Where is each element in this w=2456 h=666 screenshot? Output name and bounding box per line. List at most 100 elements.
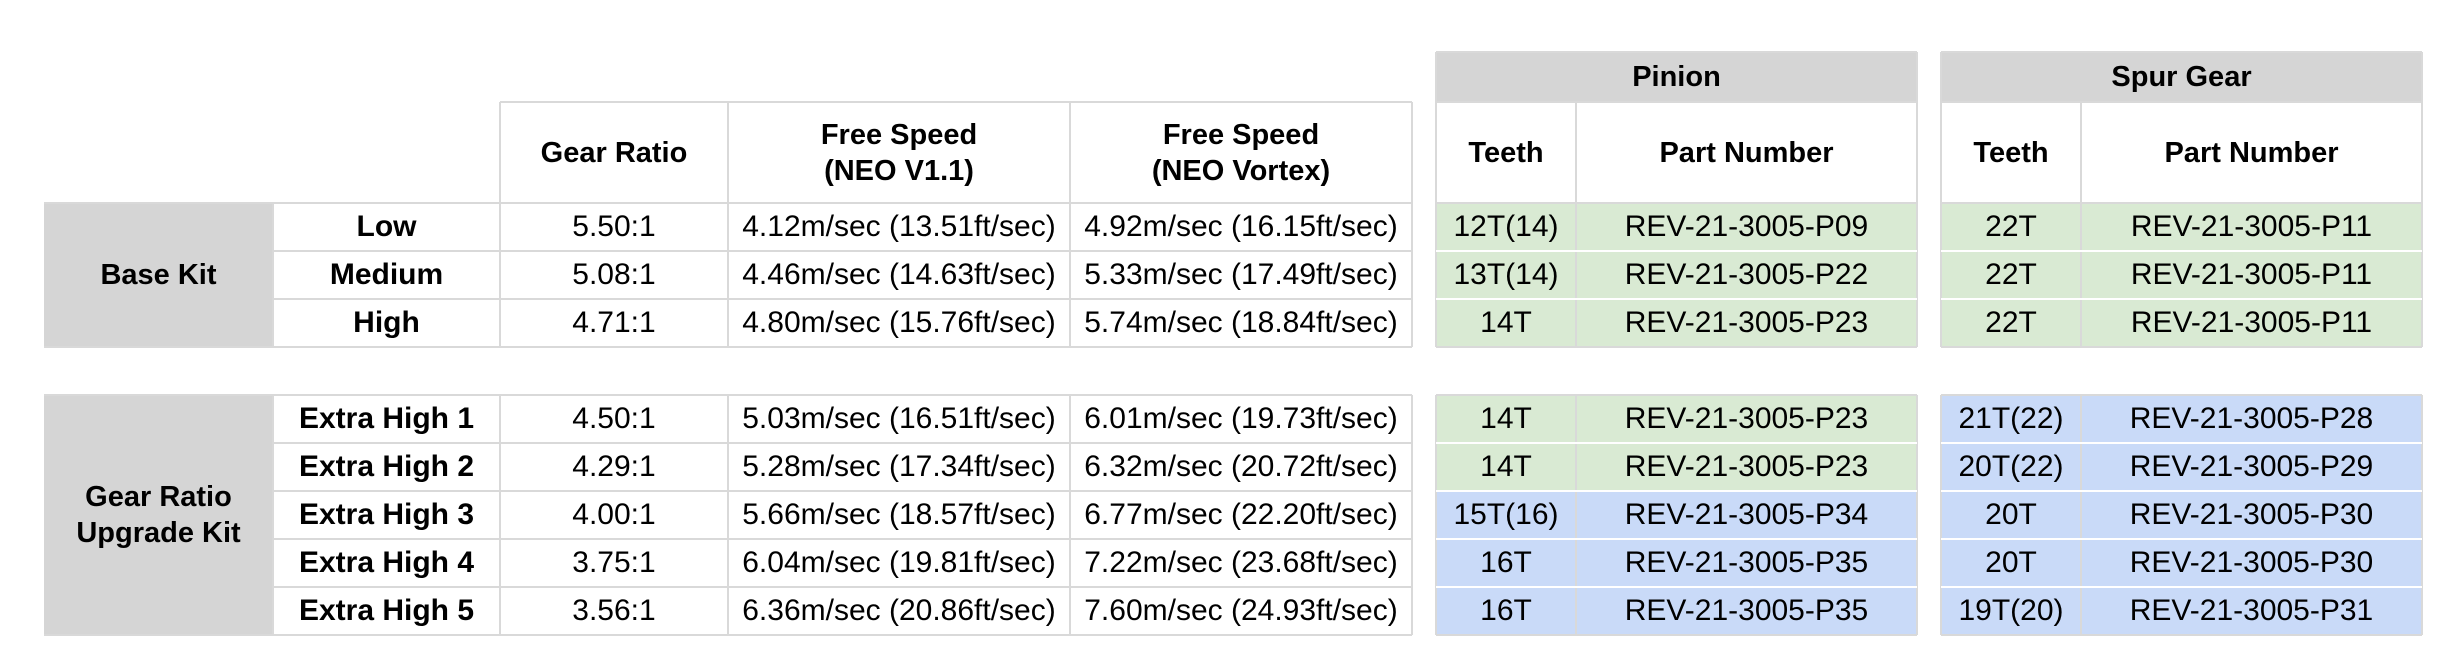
grid-line xyxy=(1941,346,2422,348)
grid-line xyxy=(1436,538,1917,540)
free-speed-v11-value: 5.66m/sec (18.57ft/sec) xyxy=(742,498,1056,531)
grid-line xyxy=(1436,586,1917,588)
free-speed-v11-value: 4.80m/sec (15.76ft/sec) xyxy=(742,306,1056,339)
grid-line xyxy=(1941,101,2422,103)
spur-teeth-value: 20T(22) xyxy=(1941,443,2081,491)
free-speed-vortex-value: 6.01m/sec (19.73ft/sec) xyxy=(1084,402,1398,435)
grid-line xyxy=(1916,52,1918,347)
free-speed-v11-value: 6.04m/sec (19.81ft/sec) xyxy=(742,546,1056,579)
row-name: Extra High 4 xyxy=(298,546,475,579)
grid-line xyxy=(727,395,729,635)
row-name: Extra High 3 xyxy=(298,498,475,531)
grid-line xyxy=(1436,346,1917,348)
grid-line xyxy=(2421,52,2423,347)
gear-ratio-value: 3.56:1 xyxy=(572,594,656,627)
grid-line xyxy=(1941,442,2422,444)
pinion-teeth-value: 14T xyxy=(1436,299,1576,347)
grid-line xyxy=(1436,202,1917,204)
free-speed-v11-value: 5.03m/sec (16.51ft/sec) xyxy=(742,402,1056,435)
pinion-part-value: REV-21-3005-P35 xyxy=(1576,539,1917,587)
spur-teeth-value: 22T xyxy=(1941,251,2081,299)
grid-line xyxy=(1940,395,1942,635)
pinion-teeth-value: 12T(14) xyxy=(1436,203,1576,251)
pinion-part-value: REV-21-3005-P22 xyxy=(1576,251,1917,299)
free-speed-vortex-value: 5.33m/sec (17.49ft/sec) xyxy=(1084,258,1398,291)
spur-part-header: Part Number xyxy=(2164,136,2339,169)
pinion-teeth-header: Teeth xyxy=(1468,136,1544,169)
spur-part-value: REV-21-3005-P28 xyxy=(2081,395,2422,443)
spur-teeth-value: 22T xyxy=(1941,203,2081,251)
spur-part-value: REV-21-3005-P11 xyxy=(2081,203,2422,251)
pinion-teeth-value: 16T xyxy=(1436,539,1576,587)
pinion-teeth-value: 14T xyxy=(1436,443,1576,491)
grid-line xyxy=(1941,298,2422,300)
free-speed-v11-value: 6.36m/sec (20.86ft/sec) xyxy=(742,594,1056,627)
free-speed-v11-value: 4.46m/sec (14.63ft/sec) xyxy=(742,258,1056,291)
pinion-part-value: REV-21-3005-P34 xyxy=(1576,491,1917,539)
pinion-part-value: REV-21-3005-P23 xyxy=(1576,395,1917,443)
gear-ratio-value: 4.71:1 xyxy=(572,306,656,339)
spur-teeth-value: 21T(22) xyxy=(1941,395,2081,443)
pinion-teeth-value: 13T(14) xyxy=(1436,251,1576,299)
spur-teeth-value: 22T xyxy=(1941,299,2081,347)
grid-line xyxy=(1435,52,1437,347)
grid-line xyxy=(1941,51,2422,53)
grid-line xyxy=(1916,395,1918,635)
free-speed-v11-value: 4.12m/sec (13.51ft/sec) xyxy=(742,210,1056,243)
pinion-part-value: REV-21-3005-P23 xyxy=(1576,299,1917,347)
pinion-teeth-value: 16T xyxy=(1436,587,1576,635)
grid-line xyxy=(272,395,274,635)
row-name: Extra High 2 xyxy=(298,450,475,483)
grid-line xyxy=(44,634,1412,636)
grid-line xyxy=(1436,101,1917,103)
grid-line xyxy=(499,102,501,347)
row-name: Low xyxy=(356,210,417,243)
spur-teeth-value: 20T xyxy=(1941,539,2081,587)
grid-line xyxy=(1941,202,2422,204)
free-speed-vortex-value: 6.77m/sec (22.20ft/sec) xyxy=(1084,498,1398,531)
free-speed-vortex-value: 6.32m/sec (20.72ft/sec) xyxy=(1084,450,1398,483)
row-name: Extra High 5 xyxy=(298,594,475,627)
pinion-part-value: REV-21-3005-P35 xyxy=(1576,587,1917,635)
spur-teeth-value: 20T xyxy=(1941,491,2081,539)
grid-line xyxy=(500,101,1412,103)
gear-ratio-value: 4.29:1 xyxy=(572,450,656,483)
spur-teeth-header: Teeth xyxy=(1973,136,2049,169)
grid-line xyxy=(273,442,1412,444)
grid-line xyxy=(273,298,1412,300)
spur-part-value: REV-21-3005-P29 xyxy=(2081,443,2422,491)
pinion-teeth-value: 14T xyxy=(1436,395,1576,443)
pinion-teeth-value: 15T(16) xyxy=(1436,491,1576,539)
grid-line xyxy=(1941,394,2422,396)
grid-line xyxy=(1941,250,2422,252)
group-label-base-kit: Base Kit xyxy=(44,203,273,347)
spur-gear-header: Spur Gear xyxy=(1941,52,2422,102)
gear-ratio-value: 4.50:1 xyxy=(572,402,656,435)
grid-line xyxy=(1940,52,1942,347)
grid-line xyxy=(1941,538,2422,540)
grid-line xyxy=(1436,250,1917,252)
grid-line xyxy=(1941,586,2422,588)
grid-line xyxy=(2080,102,2082,347)
grid-line xyxy=(1411,102,1413,347)
grid-line xyxy=(44,346,1412,348)
grid-line xyxy=(1575,102,1577,347)
free-speed-v11-value: 5.28m/sec (17.34ft/sec) xyxy=(742,450,1056,483)
row-name: Medium xyxy=(329,258,444,291)
pinion-part-value: REV-21-3005-P09 xyxy=(1576,203,1917,251)
grid-line xyxy=(1436,298,1917,300)
pinion-part-header: Part Number xyxy=(1659,136,1834,169)
row-name: High xyxy=(353,306,420,339)
group-label-upgrade-kit: Gear Ratio Upgrade Kit xyxy=(44,395,273,635)
free-speed-vortex-value: 4.92m/sec (16.15ft/sec) xyxy=(1084,210,1398,243)
row-name: Extra High 1 xyxy=(298,402,475,435)
gear-ratio-header: Gear Ratio xyxy=(540,136,688,169)
grid-line xyxy=(273,586,1412,588)
spur-teeth-value: 19T(20) xyxy=(1941,587,2081,635)
gear-ratio-value: 5.50:1 xyxy=(572,210,656,243)
grid-line xyxy=(1069,102,1071,347)
grid-line xyxy=(1436,442,1917,444)
pinion-part-value: REV-21-3005-P23 xyxy=(1576,443,1917,491)
spur-part-value: REV-21-3005-P11 xyxy=(2081,299,2422,347)
free-speed-vortex-header: Free Speed (NEO Vortex) xyxy=(1151,118,1331,187)
